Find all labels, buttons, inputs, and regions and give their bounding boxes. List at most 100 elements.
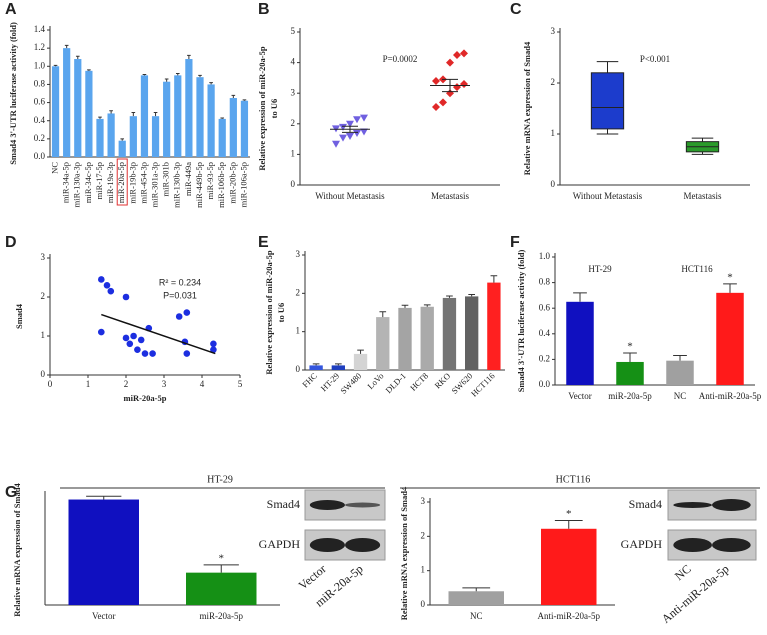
error-bar <box>142 73 147 76</box>
x-tick-label: miR-20a-5p <box>200 611 244 621</box>
error-bar <box>75 55 80 60</box>
panel: 0 1 2 3 Smad4 miR-20a-5p R² = 0.234 P=0.031 0 1 2 3… <box>14 252 243 403</box>
error-bar <box>673 355 687 361</box>
data-point <box>346 133 354 141</box>
y-tick-label: 3 <box>296 249 301 259</box>
x-tick-label: NC <box>50 162 60 174</box>
panel-label: F <box>510 234 520 251</box>
y-tick-label: 5 <box>291 26 296 36</box>
y-tick-label: 2 <box>421 530 426 540</box>
y-axis-label: Relative expression of miR-20a-5p <box>257 46 267 171</box>
y-tick-label: 0 <box>296 364 301 374</box>
highlight-box <box>116 158 128 206</box>
error-bar <box>120 138 125 141</box>
x-tick-label: miR-301a-3p <box>150 162 160 207</box>
y-tick-label: 2 <box>41 291 46 301</box>
y-tick-label: 0.0 <box>34 151 46 161</box>
bar <box>448 591 504 605</box>
bar <box>229 98 237 157</box>
blot-row-label: Smad4 <box>267 497 300 511</box>
group-title: HCT116 <box>556 474 591 485</box>
data-point <box>122 293 130 301</box>
y-tick-label: 3 <box>421 496 426 506</box>
x-tick-label: HCT8 <box>408 371 430 393</box>
blot-band <box>712 499 751 511</box>
significance: * <box>566 508 572 520</box>
panel: 0 1 2 3 Relative mRNA expression of Smad4 HCT… <box>399 474 760 621</box>
x-tick-label: miR-454-3p <box>138 162 148 204</box>
x-tick-label: Vector <box>568 391 592 401</box>
blot-band <box>309 538 345 552</box>
bar <box>420 306 434 370</box>
x-tick-label: Anti-miR-20a-5p <box>538 611 601 621</box>
x-tick-label: Metastasis <box>684 191 722 201</box>
data-point <box>432 102 440 111</box>
data-point <box>134 346 141 353</box>
blot-band <box>345 502 381 508</box>
bar <box>186 572 257 605</box>
data-point <box>103 282 111 289</box>
error-bar <box>242 99 247 101</box>
x-tick-label: miR-34c-5p <box>83 162 93 203</box>
y-tick-label: 0.2 <box>34 133 45 143</box>
x-tick-label: miR-449a <box>183 162 193 196</box>
y-tick-label: 2 <box>551 77 556 87</box>
panel: 0 1 2 3 Relative expression of miR-20a-5p to … <box>264 249 505 399</box>
y-tick-label: 0.0 <box>539 379 551 389</box>
bar <box>240 100 249 157</box>
y-axis-label: Relative mRNA expression of Smad4 <box>522 41 532 175</box>
error-bar <box>573 292 587 302</box>
error-bar <box>109 110 113 114</box>
error-bar <box>231 94 236 99</box>
annotation: R² = 0.234 <box>159 277 201 287</box>
x-tick-label: 0 <box>48 379 53 389</box>
error-bar <box>312 363 320 366</box>
data-point <box>460 49 468 58</box>
bar <box>174 75 182 157</box>
y-axis-label: Smad4 3'-UTR luciferase activity (fold) <box>8 22 18 165</box>
bar <box>51 66 60 157</box>
annotation: HT-29 <box>588 264 612 274</box>
x-axis-label: miR-20a-5p <box>124 393 167 403</box>
group-title: HT-29 <box>207 474 233 485</box>
data-point <box>332 140 340 148</box>
bar <box>63 48 71 158</box>
y-tick-label: 1 <box>296 326 301 336</box>
x-tick-label: 1 <box>86 379 91 389</box>
data-point <box>446 58 454 67</box>
y-tick-label: 0.4 <box>539 328 551 338</box>
bar <box>140 75 149 157</box>
bar <box>331 365 345 370</box>
y-tick-label: 0 <box>421 599 426 609</box>
error-bar <box>187 54 191 60</box>
x-tick-label: SW480 <box>338 371 363 396</box>
sem-bar <box>442 78 458 93</box>
error-bar <box>64 44 69 49</box>
blot-band <box>345 538 381 552</box>
annotation: HCT116 <box>681 264 713 274</box>
bar <box>541 528 597 605</box>
bar <box>68 499 139 605</box>
x-tick-label: Metastasis <box>431 191 469 201</box>
y-axis-label: Relative mRNA expression of Smad4 <box>12 483 22 617</box>
data-point <box>210 340 217 348</box>
error-bar <box>53 64 58 67</box>
annotation: P=0.0002 <box>383 54 418 64</box>
data-point <box>360 128 368 136</box>
panel: 0.0 0.2 0.4 0.6 0.8 1.0 Smad4 3'-UTR luciferas… <box>516 250 762 402</box>
blot-band <box>309 500 345 510</box>
error-bar <box>623 352 637 362</box>
y-tick-label: 0.6 <box>34 97 46 107</box>
error-bar <box>209 82 213 85</box>
blot-row-label: Smad4 <box>629 497 662 511</box>
bar <box>74 59 82 157</box>
panel-label: B <box>258 1 270 18</box>
x-tick-label: HT-29 <box>319 371 342 394</box>
data-point <box>107 287 115 295</box>
panel-label: E <box>258 234 269 251</box>
y-tick-label: 2 <box>291 118 296 128</box>
error-bar <box>335 363 342 366</box>
panel-label: G <box>5 484 17 501</box>
data-point <box>126 340 134 348</box>
